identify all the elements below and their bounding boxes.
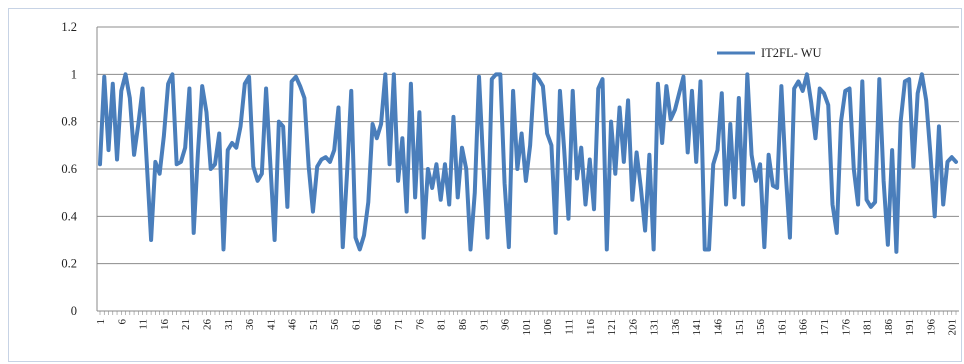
x-tick-label: 11: [138, 319, 150, 330]
x-tick-label: 76: [414, 319, 426, 331]
x-tick-label: 96: [500, 319, 512, 331]
y-tick-label: 0.4: [61, 209, 77, 223]
y-tick-label: 0: [71, 304, 77, 318]
x-tick-labels: 1 6 11 16 21 26 31 36 41 46 51 56 61 66 71 76 81 86 91 96 10…: [95, 311, 959, 336]
x-tick-label: 141: [691, 319, 703, 336]
x-tick-label: 121: [606, 319, 618, 336]
x-tick-label: 66: [372, 319, 384, 331]
x-tick-label: 106: [542, 319, 554, 336]
chart-container: 0 0.2 0.4 0.6 0.8 1 1.2 1 6 11 16 21 26 31 36 41 46 51 56…: [8, 8, 962, 362]
x-tick-label: 196: [925, 319, 937, 336]
x-tick-label: 46: [287, 319, 299, 331]
x-tick-label: 131: [649, 319, 661, 336]
legend: IT2FL- WU: [717, 46, 822, 60]
x-tick-label: 26: [201, 319, 213, 331]
x-tick-label: 6: [116, 319, 128, 325]
x-tick-label: 41: [265, 319, 277, 330]
y-tick-label: 1.2: [61, 20, 77, 34]
x-tick-label: 171: [819, 319, 831, 336]
x-tick-label: 31: [223, 319, 235, 330]
line-chart: 00.20.40.60.811.2 1 6 11 16 21 26 31 36 41 46 51 56…: [61, 20, 959, 336]
x-tick-label: 91: [478, 319, 490, 330]
x-tick-label: 81: [436, 319, 448, 330]
y-tick-label: 0.2: [61, 257, 77, 271]
x-tick-label: 181: [862, 319, 874, 336]
x-tick-label: 156: [755, 319, 767, 336]
x-tick-label: 61: [351, 319, 363, 330]
x-tick-label: 126: [627, 319, 639, 336]
x-tick-label: 56: [329, 319, 341, 331]
y-tick-label: 1: [71, 67, 77, 81]
x-tick-label: 86: [457, 319, 469, 331]
x-tick-label: 111: [563, 319, 575, 335]
legend-label: IT2FL- WU: [761, 46, 822, 60]
x-tick-label: 166: [798, 319, 810, 336]
x-tick-label: 71: [393, 319, 405, 330]
x-tick-label: 191: [904, 319, 916, 336]
x-tick-label: 201: [947, 319, 959, 336]
x-tick-label: 36: [244, 319, 256, 331]
x-tick-label: 176: [840, 319, 852, 336]
x-tick-label: 136: [670, 319, 682, 336]
x-tick-label: 16: [159, 319, 171, 331]
y-tick-labels: 0 0.2 0.4 0.6 0.8 1 1.2: [61, 20, 77, 318]
y-tick-label: 0.6: [61, 162, 77, 176]
x-tick-label: 161: [776, 319, 788, 336]
x-tick-label: 1: [95, 319, 107, 325]
x-tick-label: 51: [308, 319, 320, 330]
x-tick-label: 101: [521, 319, 533, 336]
x-tick-label: 186: [883, 319, 895, 336]
x-tick-label: 116: [585, 319, 597, 336]
x-tick-label: 151: [734, 319, 746, 336]
series-group: [98, 72, 958, 254]
x-tick-label: 21: [180, 319, 192, 330]
y-tick-label: 0.8: [61, 115, 77, 129]
series-line-it2fl-wu: [98, 72, 958, 254]
x-tick-label: 146: [713, 319, 725, 336]
